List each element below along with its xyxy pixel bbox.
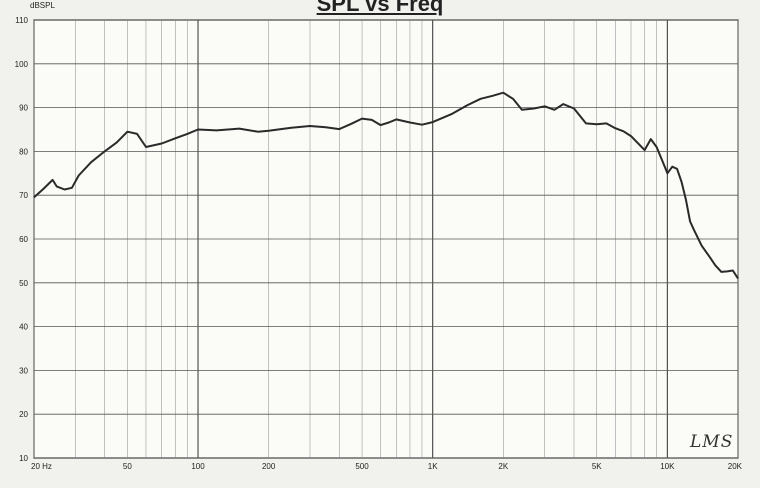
y-tick-label: 30 xyxy=(19,366,28,375)
x-tick-label: 1K xyxy=(428,462,438,471)
x-tick-label: 20 Hz xyxy=(31,462,52,471)
y-tick-label: 60 xyxy=(19,235,28,244)
y-tick-label: 80 xyxy=(19,147,28,156)
y-tick-labels: 10 20 30 40 50 60 70 80 90 100 110 xyxy=(15,16,29,463)
x-tick-label: 100 xyxy=(191,462,205,471)
y-tick-label: 40 xyxy=(19,323,28,332)
x-tick-label: 500 xyxy=(355,462,369,471)
y-tick-label: 110 xyxy=(15,16,28,25)
series-layer xyxy=(33,91,739,279)
y-axis-label: dBSPL xyxy=(30,1,55,10)
x-tick-label: 5K xyxy=(592,462,602,471)
y-tick-label: 90 xyxy=(19,104,28,113)
x-tick-label: 20K xyxy=(728,462,743,471)
chart-title: SPL vs Freq xyxy=(316,0,444,16)
x-tick-label: 50 xyxy=(123,462,132,471)
x-tick-label: 10K xyxy=(660,462,675,471)
x-tick-labels: 20 Hz 50 100 200 500 1K 2K 5K 10K 20K xyxy=(31,462,743,471)
y-tick-label: 100 xyxy=(15,60,29,69)
x-tick-label: 200 xyxy=(262,462,276,471)
y-tick-label: 20 xyxy=(19,410,28,419)
lms-watermark: LMS xyxy=(690,432,734,452)
y-tick-label: 70 xyxy=(19,191,28,200)
series-line-0 xyxy=(33,91,739,279)
y-tick-label: 10 xyxy=(19,454,28,463)
x-tick-label: 2K xyxy=(498,462,508,471)
y-tick-label: 50 xyxy=(19,279,28,288)
major-gridlines xyxy=(34,19,738,459)
